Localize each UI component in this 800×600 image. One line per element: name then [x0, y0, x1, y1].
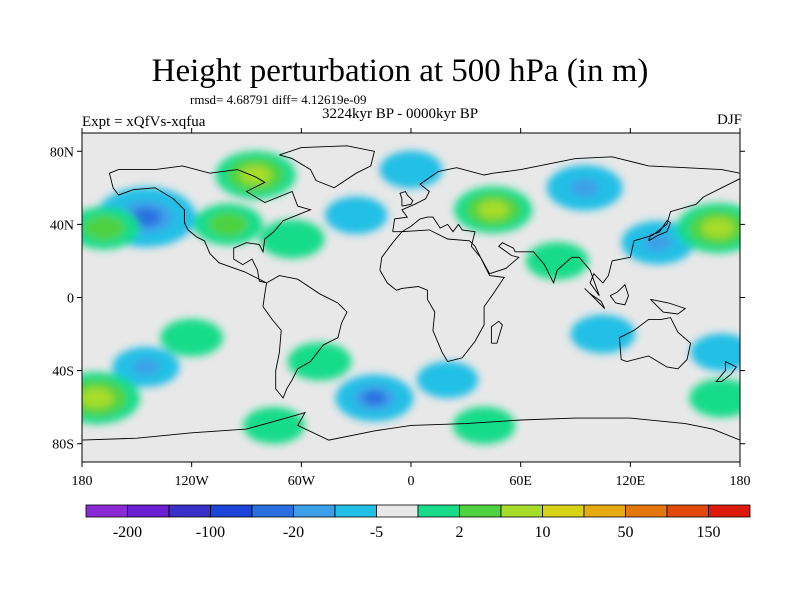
lon-tick-label: 120E: [616, 474, 646, 489]
colorbar-label: 150: [697, 524, 721, 541]
colorbar-label: -5: [370, 524, 383, 541]
stats-line: rmsd= 4.68791 diff= 4.12619e-09: [190, 92, 367, 107]
colorbar-swatch: [500, 504, 543, 518]
colorbar-swatch: [168, 504, 211, 518]
coastline: [392, 156, 740, 296]
anomaly-blob: [259, 219, 325, 259]
lon-tick-label: 60W: [288, 474, 316, 489]
latitude-axis: 80N 40N 0 40S 80S: [50, 145, 745, 453]
lon-tick-label: 120W: [175, 474, 210, 489]
colorbar-swatch: [708, 504, 751, 518]
anomaly-blob: [132, 359, 160, 375]
anomaly-blob: [701, 218, 735, 238]
anomaly-blob: [160, 318, 223, 357]
anomaly-blob: [704, 341, 740, 363]
lat-tick-label: 80N: [50, 145, 74, 160]
colorbar-swatch: [625, 504, 668, 518]
anomaly-blob: [83, 215, 125, 241]
anomaly-blob: [362, 390, 387, 406]
page-title: Height perturbation at 500 hPa (in m): [151, 53, 649, 89]
coastline: [650, 298, 687, 315]
anomaly-blob: [82, 387, 114, 409]
anomaly-blob: [584, 323, 622, 346]
coastline: [609, 283, 629, 306]
colorbar-label: -20: [283, 524, 304, 541]
lat-tick-label: 40N: [50, 218, 74, 233]
colorbar-label: -200: [113, 524, 142, 541]
coastline: [648, 220, 672, 242]
coastline: [108, 165, 312, 284]
lon-tick-label: 180: [730, 474, 751, 489]
lon-tick-label: 0: [408, 474, 415, 489]
colorbar: -200 -100 -20 -5 2 10 50 150: [85, 504, 751, 541]
coastline: [262, 275, 348, 399]
colorbar-label: 10: [535, 524, 551, 541]
coastline: [715, 361, 737, 383]
anomaly-blob: [393, 158, 429, 181]
coastline: [82, 411, 740, 441]
coastline: [399, 190, 414, 207]
longitude-axis: 180 120W 60W 0 60E 120E 180: [72, 128, 751, 489]
coastline: [279, 145, 375, 189]
season-label: DJF: [716, 112, 742, 128]
period-line: 3224kyr BP - 0000kyr BP: [322, 106, 479, 122]
anomaly-field-layer: [82, 150, 740, 445]
colorbar-swatch: [127, 504, 170, 518]
anomaly-blob: [338, 204, 374, 226]
colorbar-swatch: [666, 504, 709, 518]
colorbar-swatch: [85, 504, 128, 518]
lon-tick-label: 60E: [509, 474, 532, 489]
anomaly-blob: [430, 369, 465, 391]
colorbar-label: 50: [618, 524, 634, 541]
anomaly-blob: [208, 212, 248, 237]
colorbar-label: 2: [456, 524, 464, 541]
anomaly-blob: [239, 165, 272, 185]
anomaly-blob: [689, 378, 740, 418]
colorbar-swatch: [542, 504, 585, 518]
coastline: [618, 317, 692, 370]
colorbar-swatch: [417, 504, 460, 518]
anomaly-blob: [287, 342, 352, 381]
colorbar-swatch: [293, 504, 336, 518]
lat-tick-label: 40S: [52, 365, 74, 380]
coastline: [379, 229, 505, 363]
colorbar-label: -100: [196, 524, 225, 541]
coastline: [584, 288, 606, 309]
anomaly-blob: [452, 406, 516, 445]
colorbar-swatch: [210, 504, 253, 518]
anomaly-blob: [569, 178, 600, 197]
anomaly-blob: [243, 406, 305, 444]
anomaly-blob: [525, 242, 589, 280]
colorbar-swatch: [251, 504, 294, 518]
anomaly-blob: [477, 200, 509, 219]
colorbar-swatch: [376, 504, 419, 518]
anomaly-blob: [130, 208, 162, 227]
coastline: [490, 320, 503, 344]
lon-tick-label: 180: [72, 474, 93, 489]
experiment-label: Expt = xQfVs-xqfua: [82, 114, 206, 130]
colorbar-swatch: [334, 504, 377, 518]
colorbar-swatch: [583, 504, 626, 518]
coastline-layer: [82, 145, 740, 441]
lat-tick-label: 80S: [52, 438, 74, 453]
lat-tick-label: 0: [67, 292, 74, 307]
colorbar-swatch: [459, 504, 502, 518]
anomaly-blob: [643, 234, 673, 252]
